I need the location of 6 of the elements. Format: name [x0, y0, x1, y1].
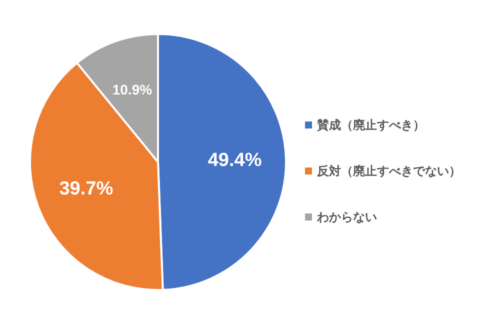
legend-label: わからない	[316, 210, 377, 224]
data-label: 49.4%	[208, 150, 262, 172]
legend-label: 反対（廃止すべきでない）	[316, 164, 461, 178]
data-label: 39.7%	[59, 178, 114, 200]
legend-label: 賛成（廃止すべき）	[316, 118, 425, 132]
data-label: 10.9%	[112, 82, 153, 98]
